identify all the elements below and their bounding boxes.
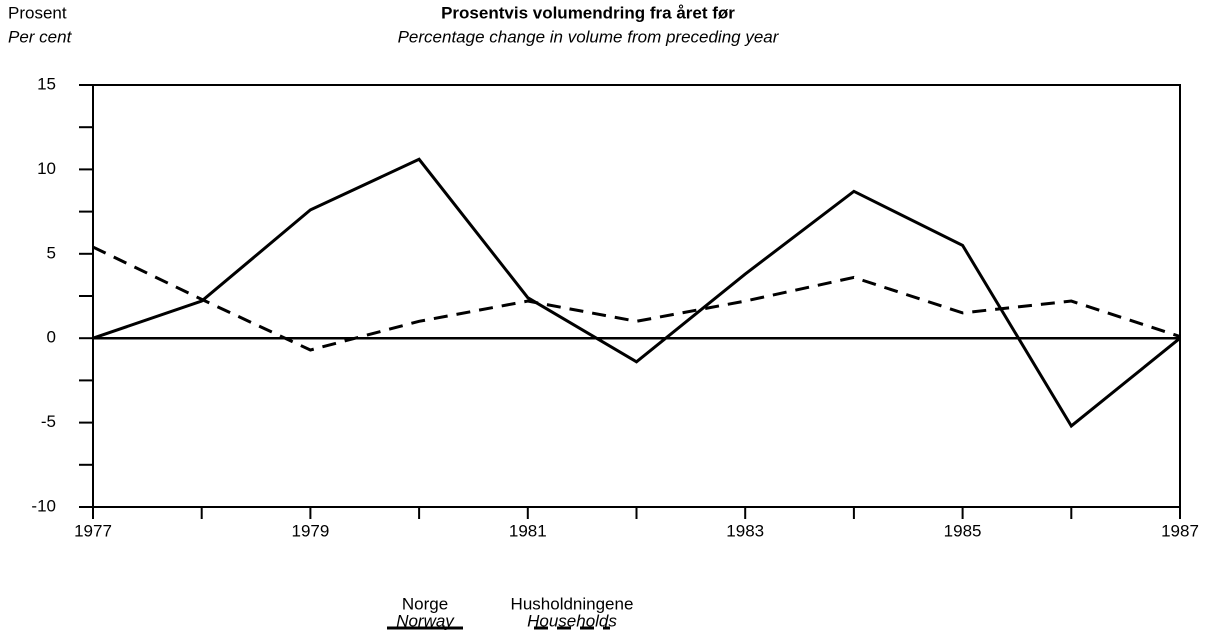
x-tick-label: 1983 xyxy=(726,521,764,540)
legend-label: Norge xyxy=(402,594,448,613)
x-tick-label: 1981 xyxy=(509,521,547,540)
y-tick-label: 5 xyxy=(47,243,56,262)
y-tick-label: 0 xyxy=(47,328,56,347)
plot-frame xyxy=(92,84,1181,508)
legend-label-en: Norway xyxy=(396,611,455,630)
y-tick-label: 10 xyxy=(37,159,56,178)
legend-label: Husholdningene xyxy=(511,594,634,613)
chart-title: Prosentvis volumendring fra året før xyxy=(441,3,735,22)
chart-subtitle: Percentage change in volume from precedi… xyxy=(398,27,780,46)
y-tick-label: -10 xyxy=(31,496,56,515)
x-tick-label: 1987 xyxy=(1161,521,1199,540)
series-line xyxy=(92,245,1181,352)
x-tick-label: 1977 xyxy=(74,521,112,540)
x-tick-label: 1979 xyxy=(291,521,329,540)
legend-label-en: Households xyxy=(527,611,617,630)
y-axis-label-en: Per cent xyxy=(8,27,73,46)
y-tick-label: -5 xyxy=(41,412,56,431)
y-axis-label: Prosent xyxy=(8,3,67,22)
series-line xyxy=(92,157,1181,429)
y-tick-label: 15 xyxy=(37,74,56,93)
x-tick-label: 1985 xyxy=(944,521,982,540)
